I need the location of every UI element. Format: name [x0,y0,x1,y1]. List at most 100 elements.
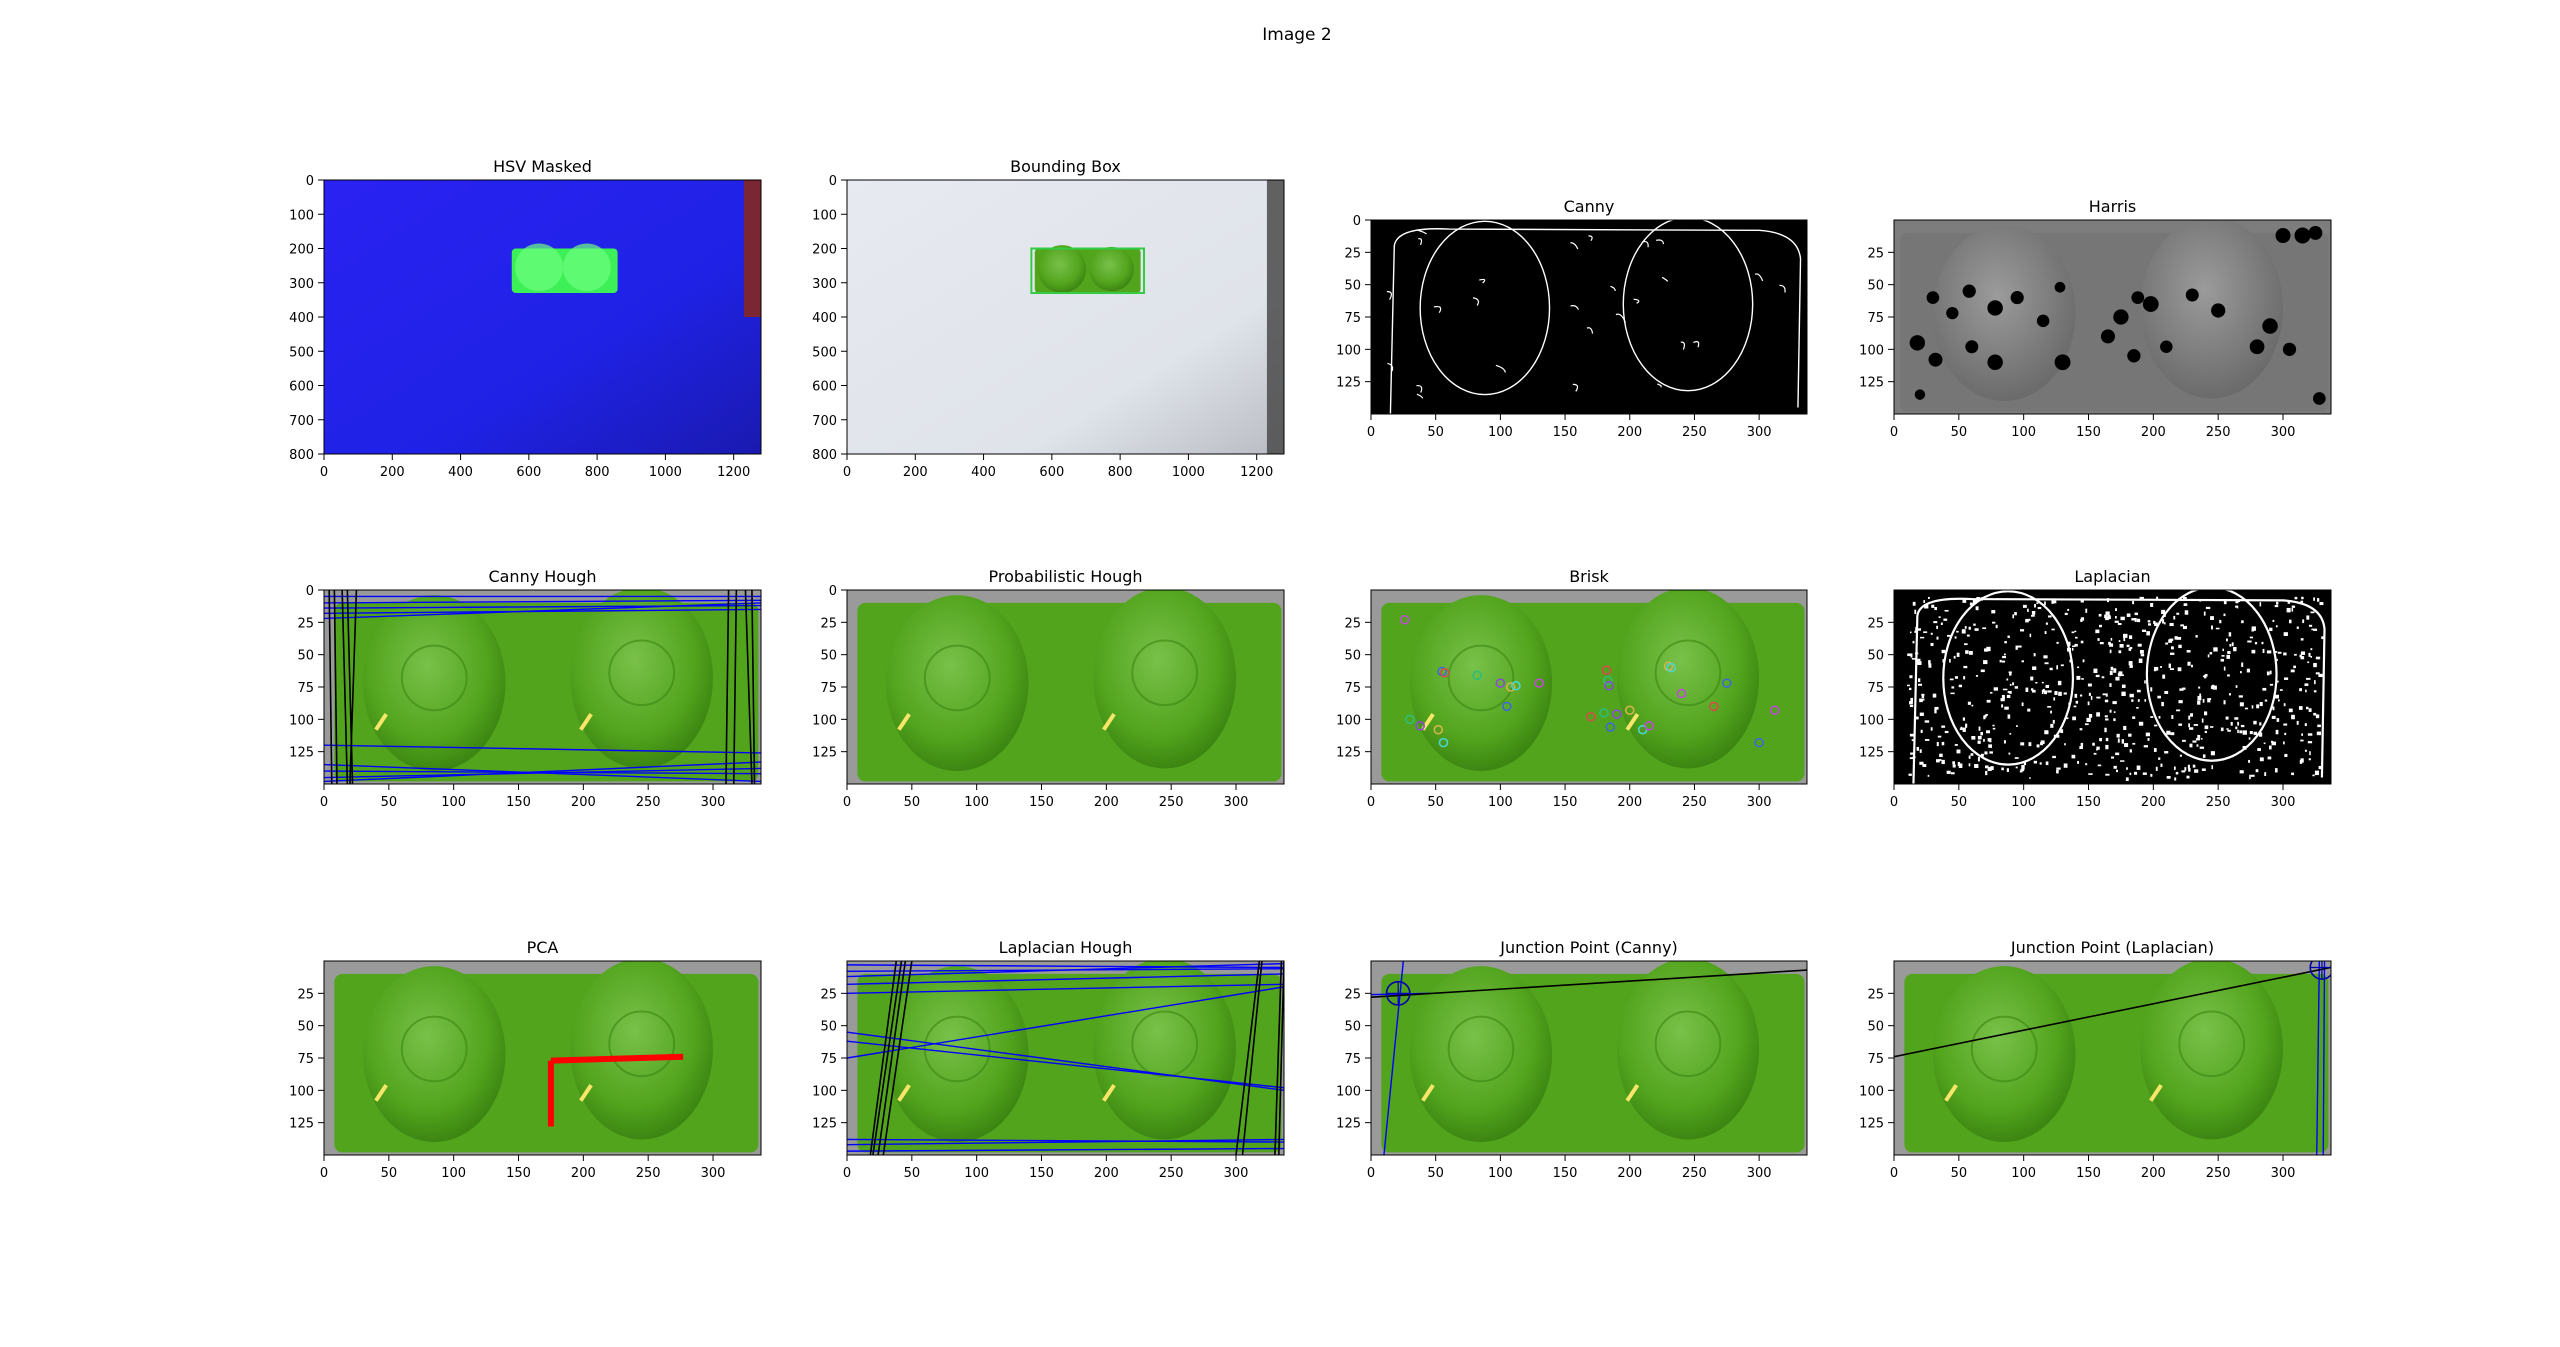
y-tick-label: 25 [1867,987,1884,1002]
brisk-keypoint [1612,709,1622,719]
edge-speck [2211,625,2213,630]
edge-speck [2104,715,2108,718]
edge-speck [2121,691,2126,697]
edge-speck [2144,699,2147,702]
edge-speck [1966,634,1970,637]
edge-speck [2076,675,2081,680]
edge-speck [1943,618,1948,621]
photo-background [847,180,1284,454]
edge-speck [2313,712,2317,716]
edge-speck [2294,596,2298,600]
edge-speck [2176,636,2182,640]
y-tick-label: 50 [297,649,314,664]
x-tick-label: 150 [1553,425,1578,440]
edge-speck [1939,753,1943,758]
edge-speck [2047,690,2052,693]
edge-speck [2031,689,2036,693]
edge-fragment [1416,384,1423,393]
edge-speck [2047,705,2052,708]
edge-speck [2136,689,2141,693]
edge-speck [1991,610,1996,614]
y-tick-label: 125 [1859,376,1884,391]
edge-speck [2025,687,2029,692]
edge-speck [2150,716,2154,718]
harris-corner [2211,303,2226,318]
edge-speck [2275,658,2278,662]
edge-speck [2253,731,2258,736]
edge-speck [2298,706,2303,710]
edge-speck [2051,628,2055,631]
brisk-keypoint [1602,675,1613,686]
edge-fragment [1418,238,1423,246]
y-tick-label: 75 [1344,311,1361,326]
edge-speck [1941,741,1945,746]
edge-fragment [1655,239,1665,245]
edge-speck [2210,751,2215,756]
edge-speck [2178,723,2183,726]
edge-speck [2033,760,2037,764]
hough-line-blue [847,962,1284,978]
hsv-mask-disc [515,243,563,292]
edge-speck [1984,751,1988,755]
product-disc [570,590,713,769]
x-tick-label: 600 [516,465,541,480]
x-tick-label: 300 [2271,425,2296,440]
y-tick-label: 25 [1344,246,1361,261]
harris-corner [1909,335,1926,351]
subplot-junctionlap: 0 50 100 150 200 250 300 25 50 75 100 125 Junction P… [1859,938,2332,1181]
edge-speck [2003,653,2006,656]
edge-speck [2169,638,2174,642]
edge-speck [2266,650,2272,654]
edge-speck [1989,751,1993,754]
x-tick-label: 300 [1747,795,1772,810]
edge-speck [2148,623,2152,626]
hough-line-blue [847,1138,1284,1143]
edge-speck [2284,677,2289,680]
harris-corner [1987,354,2003,370]
x-tick-label: 300 [1224,1166,1249,1181]
edge-speck [1917,658,1921,662]
edge-speck [2204,730,2207,733]
product-highlight [1102,1084,1116,1102]
y-tick-label: 300 [289,277,314,292]
brisk-keypoint [1599,708,1609,718]
edge-speck [2259,722,2262,726]
edge-speck [2068,702,2071,705]
edge-speck [1919,698,1923,703]
edge-speck [2001,767,2004,771]
edge-speck [2121,684,2126,688]
edge-disc [2145,590,2278,762]
x-tick-label: 800 [585,465,610,480]
edge-speck [1992,727,1996,730]
edge-speck [2109,649,2112,654]
edge-speck [2006,678,2009,681]
edge-speck [2128,733,2132,737]
edge-speck [2235,600,2239,604]
edge-speck [2223,666,2226,671]
x-tick-label: 200 [1617,795,1642,810]
edge-speck [2279,689,2283,691]
edge-speck [2291,772,2294,776]
edge-speck [2273,651,2278,653]
edge-speck [2178,644,2182,649]
edge-speck [2045,622,2048,625]
edge-fragment [1472,297,1480,306]
edge-speck [2099,641,2104,645]
edge-fragment [1693,341,1700,348]
edge-speck [2231,642,2234,647]
product-highlight [374,713,388,731]
edge-speck [2113,668,2117,673]
edge-speck [1965,650,1969,654]
edge-speck [2187,764,2190,769]
product-emboss [400,644,468,712]
edge-speck [2233,646,2237,652]
edge-speck [2115,676,2120,681]
y-tick-label: 125 [812,746,837,761]
hough-line-blue [324,763,761,783]
edge-speck [2184,767,2187,771]
edge-speck [2239,730,2243,734]
edge-speck [2268,745,2272,750]
edge-speck [2006,768,2009,772]
edge-speck [2306,706,2309,710]
y-tick-label: 100 [1859,1084,1884,1099]
